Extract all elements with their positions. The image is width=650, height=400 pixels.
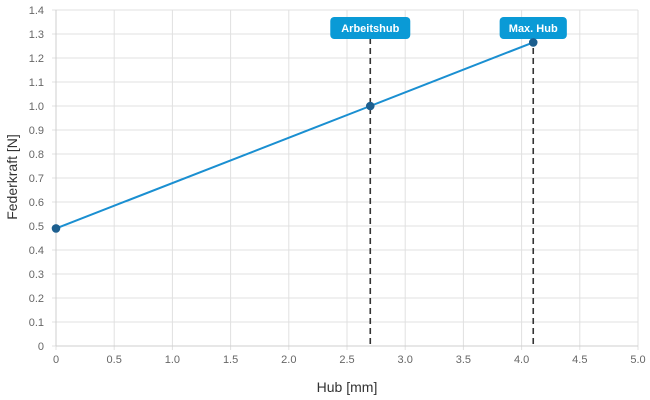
axes [55,10,638,347]
x-tick-label: 4.0 [514,354,529,366]
y-tick-label: 1.1 [29,77,44,89]
y-tick-label: 0.1 [29,317,44,329]
y-axis-title: Federkraft [N] [4,134,20,220]
y-tick-label: 0.5 [29,221,44,233]
x-tick-label: 4.5 [572,354,587,366]
y-tick-label: 1.3 [29,29,44,41]
data-point [51,224,61,233]
series [51,38,538,233]
annotation-label: Max. Hub [509,23,558,35]
x-tick-label: 0 [53,354,59,366]
x-tick-label: 1.5 [223,354,238,366]
annotation-label: Arbeitshub [341,23,399,35]
annotation-badge [499,17,567,39]
x-tick-label: 5.0 [630,354,645,366]
y-tick-label: 0.4 [29,245,44,257]
x-tick-label: 3.5 [456,354,471,366]
x-tick-label: 1.0 [165,354,180,366]
x-tick-label: 2.0 [281,354,296,366]
y-tick-label: 1.0 [29,101,44,113]
tick-labels: 0 0.5 1.0 1.5 2.0 2.5 3.0 3.5 4.0 4.5 5.0 0 0.1 0.2 0.… [29,5,646,366]
y-tick-label: 1.4 [29,5,44,17]
grid [52,9,639,350]
data-point [365,101,375,111]
y-tick-label: 0.3 [29,269,44,281]
y-tick-label: 0.8 [29,149,44,161]
series-line [55,41,534,230]
y-tick-label: 0 [38,341,44,353]
y-tick-label: 0.2 [29,293,44,305]
y-tick-label: 0.7 [29,173,44,185]
y-tick-label: 1.2 [29,53,44,65]
x-tick-label: 2.5 [339,354,354,366]
y-tick-label: 0.6 [29,197,44,209]
annotation-badge [330,17,411,39]
x-tick-label: 3.0 [398,354,413,366]
annotations: Arbeitshub Max. Hub [330,17,567,346]
x-tick-label: 0.5 [107,354,122,366]
y-tick-label: 0.9 [29,125,44,137]
x-axis-title: Hub [mm] [317,379,378,395]
data-point [528,38,538,47]
